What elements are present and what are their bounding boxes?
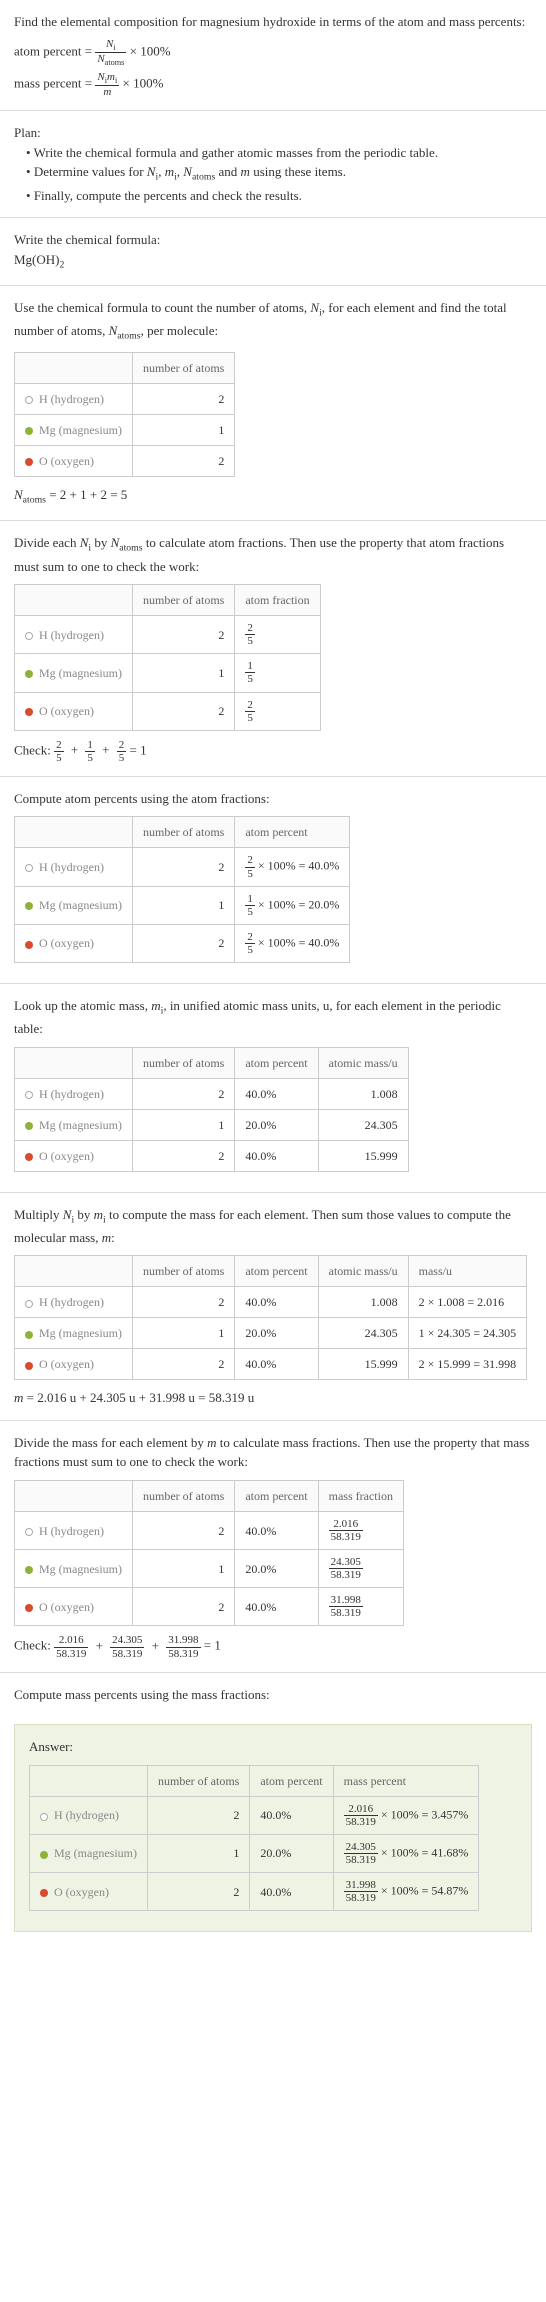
element-dot-icon <box>25 458 33 466</box>
element-dot-icon <box>25 427 33 435</box>
mass-table: number of atomsatom percentatomic mass/u… <box>14 1255 527 1380</box>
label: mass percent = <box>14 76 95 91</box>
element-dot-icon <box>25 1122 33 1130</box>
formula-section: Write the chemical formula: Mg(OH)2 <box>0 218 546 286</box>
element-dot-icon <box>25 708 33 716</box>
mass-sum: m = 2.016 u + 24.305 u + 31.998 u = 58.3… <box>14 1388 532 1408</box>
table-row: Mg (magnesium)120.0%24.305 <box>15 1109 409 1140</box>
plan-title: Plan: <box>14 123 532 143</box>
table-row: O (oxygen)240.0%15.9992 × 15.999 = 31.99… <box>15 1349 527 1380</box>
table-row: H (hydrogen)240.0%1.008 <box>15 1078 409 1109</box>
table-header: number of atomsatom percent <box>15 817 350 848</box>
paragraph: Multiply Ni by mi to compute the mass fo… <box>14 1205 532 1248</box>
fraction: 15 <box>245 660 255 685</box>
element-dot-icon <box>25 1331 33 1339</box>
element-dot-icon <box>25 1566 33 1574</box>
atom-fractions-section: Divide each Ni by Natoms to calculate at… <box>0 521 546 776</box>
intro-section: Find the elemental composition for magne… <box>0 0 546 111</box>
element-dot-icon <box>40 1813 48 1821</box>
count-atoms-section: Use the chemical formula to count the nu… <box>0 286 546 522</box>
plan-bullet-3: Finally, compute the percents and check … <box>14 186 532 206</box>
table-row: H (hydrogen)225 × 100% = 40.0% <box>15 848 350 886</box>
check-line: Check: 2.01658.319 + 24.30558.319 + 31.9… <box>14 1634 532 1659</box>
paragraph: Divide each Ni by Natoms to calculate at… <box>14 533 532 576</box>
paragraph: Use the chemical formula to count the nu… <box>14 298 532 344</box>
answer-box: Answer: number of atomsatom percentmass … <box>14 1724 532 1932</box>
atom-percent-section: Compute atom percents using the atom fra… <box>0 777 546 984</box>
heading: Write the chemical formula: <box>14 230 532 250</box>
label: atom percent = <box>14 43 95 58</box>
table-row: Mg (magnesium)115 × 100% = 20.0% <box>15 886 350 924</box>
table-row: O (oxygen)240.0%31.99858.319 <box>15 1588 404 1626</box>
element-dot-icon <box>25 670 33 678</box>
table-row: Mg (magnesium)120.0%24.30558.319 × 100% … <box>30 1834 479 1872</box>
element-dot-icon <box>25 632 33 640</box>
atomic-mass-table: number of atomsatom percentatomic mass/u… <box>14 1047 409 1172</box>
table-header: number of atoms <box>15 353 235 384</box>
mass-fraction-section: Divide the mass for each element by m to… <box>0 1421 546 1673</box>
table-row: H (hydrogen)240.0%1.0082 × 1.008 = 2.016 <box>15 1287 527 1318</box>
fraction: 25 <box>245 699 255 724</box>
element-dot-icon <box>25 1300 33 1308</box>
paragraph: Compute atom percents using the atom fra… <box>14 789 532 809</box>
fraction: 25 <box>245 622 255 647</box>
atom-percent-table: number of atomsatom percent H (hydrogen)… <box>14 816 350 963</box>
table-row: Mg (magnesium)120.0%24.30558.319 <box>15 1550 404 1588</box>
mass-percent-formula: mass percent = Nimi m × 100% <box>14 71 532 98</box>
atoms-table: number of atoms H (hydrogen)2 Mg (magnes… <box>14 352 235 477</box>
table-header: number of atomsatom percentmass percent <box>30 1765 479 1796</box>
table-row: O (oxygen)2 <box>15 446 235 477</box>
fraction: Ni Natoms <box>95 38 126 68</box>
table-row: Mg (magnesium)120.0%24.3051 × 24.305 = 2… <box>15 1318 527 1349</box>
check-line: Check: 25 + 15 + 25 = 1 <box>14 739 532 764</box>
element-dot-icon <box>25 902 33 910</box>
fraction: Nimi m <box>95 71 119 98</box>
paragraph: Compute mass percents using the mass fra… <box>14 1685 532 1705</box>
table-row: Mg (magnesium)1 <box>15 415 235 446</box>
paragraph: Divide the mass for each element by m to… <box>14 1433 532 1472</box>
mass-fraction-table: number of atomsatom percentmass fraction… <box>14 1480 404 1627</box>
table-header: number of atomsatom percentmass fraction <box>15 1480 404 1511</box>
element-dot-icon <box>25 1362 33 1370</box>
table-row: O (oxygen)240.0%15.999 <box>15 1140 409 1171</box>
element-dot-icon <box>25 1153 33 1161</box>
atomic-mass-section: Look up the atomic mass, mi, in unified … <box>0 984 546 1193</box>
table-row: H (hydrogen)240.0%2.01658.319 × 100% = 3… <box>30 1796 479 1834</box>
element-dot-icon <box>25 941 33 949</box>
plan-section: Plan: Write the chemical formula and gat… <box>0 111 546 218</box>
table-row: O (oxygen)240.0%31.99858.319 × 100% = 54… <box>30 1873 479 1911</box>
element-dot-icon <box>25 396 33 404</box>
table-row: O (oxygen)225 × 100% = 40.0% <box>15 924 350 962</box>
element-dot-icon <box>40 1889 48 1897</box>
plan-bullet-2: Determine values for Ni, mi, Natoms and … <box>14 162 532 185</box>
answer-table: number of atomsatom percentmass percent … <box>29 1765 479 1912</box>
plan-bullet-1: Write the chemical formula and gather at… <box>14 143 532 163</box>
table-row: Mg (magnesium)115 <box>15 654 321 692</box>
intro-text: Find the elemental composition for magne… <box>14 12 532 32</box>
table-row: H (hydrogen)225 <box>15 616 321 654</box>
table-row: H (hydrogen)2 <box>15 384 235 415</box>
element-mass-section: Multiply Ni by mi to compute the mass fo… <box>0 1193 546 1421</box>
atoms-sum: Natoms = 2 + 1 + 2 = 5 <box>14 485 532 508</box>
table-header: number of atomsatom percentatomic mass/u <box>15 1047 409 1078</box>
element-dot-icon <box>25 1604 33 1612</box>
atom-percent-formula: atom percent = Ni Natoms × 100% <box>14 38 532 68</box>
mass-percent-intro: Compute mass percents using the mass fra… <box>0 1673 546 1717</box>
element-dot-icon <box>25 864 33 872</box>
table-header: number of atomsatom percentatomic mass/u… <box>15 1256 527 1287</box>
table-row: O (oxygen)225 <box>15 692 321 730</box>
table-header: number of atomsatom fraction <box>15 585 321 616</box>
element-dot-icon <box>40 1851 48 1859</box>
atom-fraction-table: number of atomsatom fraction H (hydrogen… <box>14 584 321 731</box>
paragraph: Look up the atomic mass, mi, in unified … <box>14 996 532 1039</box>
element-dot-icon <box>25 1091 33 1099</box>
element-dot-icon <box>25 1528 33 1536</box>
answer-title: Answer: <box>29 1737 517 1757</box>
chemical-formula: Mg(OH)2 <box>14 250 532 273</box>
table-row: H (hydrogen)240.0%2.01658.319 <box>15 1511 404 1549</box>
